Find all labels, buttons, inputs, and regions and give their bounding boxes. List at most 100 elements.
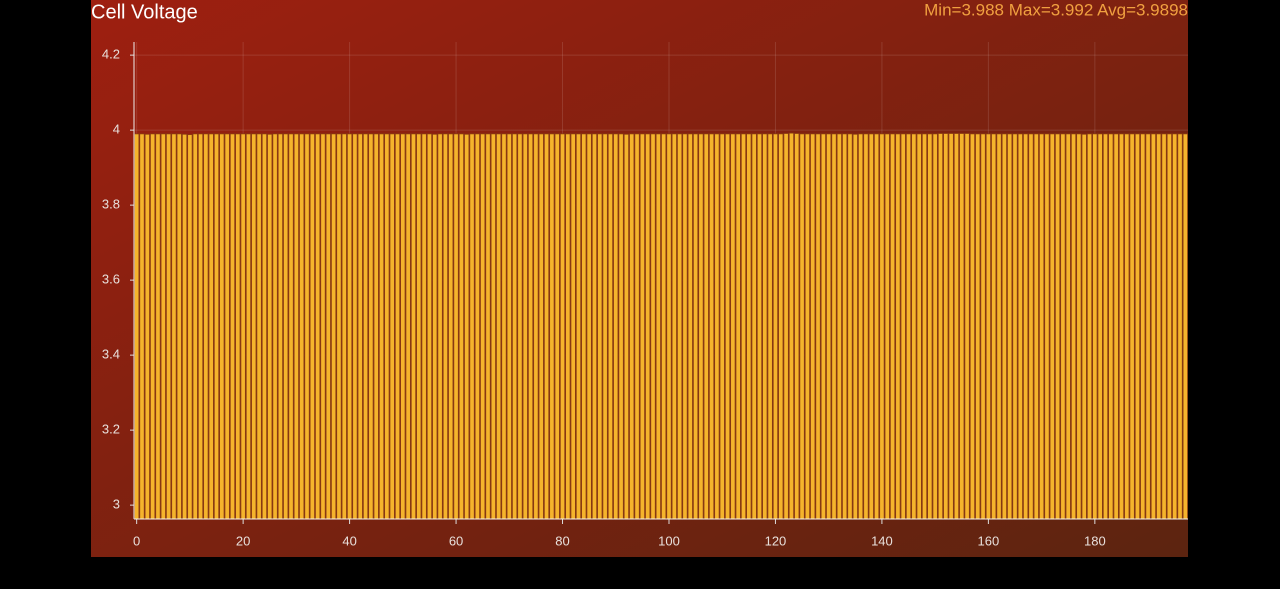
bar [927,133,933,520]
bar [267,133,273,520]
axes: 3 3.2 3.4 3.6 3.8 4 4.2 0 20 40 60 80 100 120 140 160 18… [102,42,1188,548]
bar [815,133,821,520]
bar [1065,133,1071,520]
x-tick-label: 0 [133,533,140,548]
bar [506,133,512,520]
bar [1118,133,1125,520]
bar [889,133,896,520]
y-tick-label: 4.2 [102,47,120,62]
bar [1049,133,1055,520]
bar [868,133,874,520]
bar [895,133,901,520]
bar [1150,133,1157,520]
bar [916,133,922,520]
bar [911,133,917,520]
bar [384,133,390,520]
bar [735,133,741,520]
x-tick-label: 60 [449,533,463,548]
bar [283,133,289,520]
bar [613,133,619,520]
bar [836,133,842,520]
bar [421,133,427,520]
x-tick-label: 20 [236,533,250,548]
bar [517,133,523,520]
bar [629,133,635,520]
bar [1124,133,1130,520]
bar [607,133,614,520]
y-tick-label: 4 [113,122,120,137]
bar [863,133,869,520]
bar [330,133,337,520]
bar [1092,133,1098,520]
bar [187,134,193,520]
bar [767,133,773,520]
bar [905,133,912,520]
bar [352,133,358,520]
bar [256,133,262,520]
bar [213,133,220,520]
y-tick-label: 3.6 [102,272,120,287]
x-tick-label: 120 [765,533,787,548]
bar [1033,133,1039,520]
bar [565,133,571,520]
bar [251,133,257,520]
bar [378,133,385,520]
bar [1172,133,1178,520]
bar [1097,133,1103,520]
bar [235,133,241,520]
bar [575,133,582,520]
bar [1060,133,1066,520]
bar [1017,133,1023,520]
bar [362,133,369,520]
bar [826,133,832,520]
bar [980,133,986,520]
y-tick-label: 3.8 [102,197,120,212]
y-tick-label: 3.4 [102,347,120,362]
bar [134,133,140,520]
bar [453,133,459,520]
bar [490,133,496,520]
bar [794,133,800,520]
bar [756,133,763,520]
bar [639,133,646,520]
bar [538,133,544,520]
x-tick-label: 140 [871,533,893,548]
bar [1113,133,1119,520]
bar [192,133,198,520]
bar [527,133,534,520]
bar [1070,133,1077,520]
bar [240,133,246,520]
bar [554,133,560,520]
bar [655,133,661,520]
bar [772,133,779,520]
bar [751,133,757,520]
bar [953,133,960,520]
bar [139,133,145,520]
bar [586,133,592,520]
bar [820,133,826,520]
bar [842,133,848,520]
bar [783,133,789,520]
bar [219,133,225,520]
chart-title: Cell Voltage [91,1,198,23]
x-tick-label: 40 [342,533,356,548]
bar [682,133,688,520]
bar [634,133,640,520]
bar [602,133,608,520]
bar [1044,133,1050,520]
bar [943,133,949,520]
bar [320,133,326,520]
x-tick-label: 180 [1084,533,1106,548]
bar [719,133,725,520]
bar [932,133,938,520]
bar [448,133,454,520]
bar [778,133,784,520]
bar [591,133,598,520]
bar [485,133,491,520]
bar [165,133,172,520]
bar [804,133,811,520]
bar [740,133,747,520]
bar [597,133,603,520]
bar [937,133,944,520]
